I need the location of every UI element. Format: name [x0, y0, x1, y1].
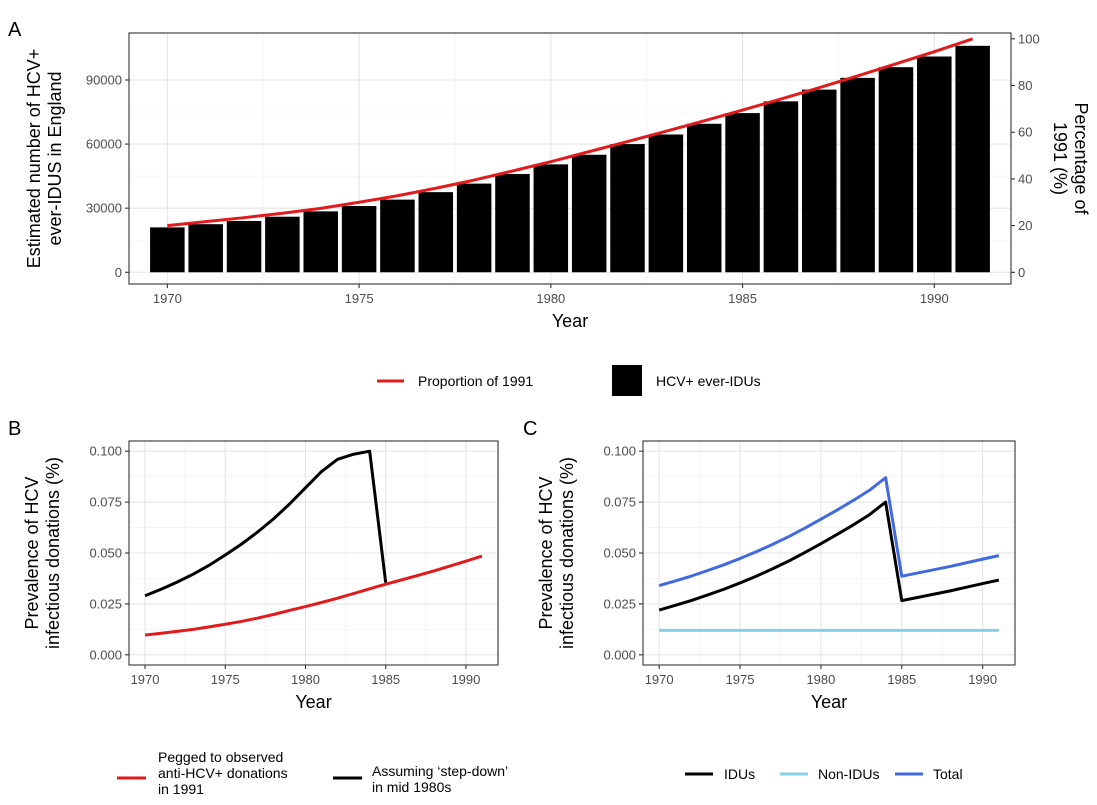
y-tick-label: 0.025 [89, 596, 122, 611]
legend-label-idus: IDUs [724, 766, 755, 782]
y-tick-label: 0.100 [603, 444, 636, 459]
y-tick-label: 90000 [86, 72, 122, 87]
bar-1984 [686, 123, 722, 273]
legend-label-line: in mid 1980s [372, 779, 451, 795]
y-tick-label: 60000 [86, 137, 122, 152]
legend-c: IDUs Non-IDUs Total [685, 766, 963, 782]
x-tick-label: 1985 [887, 672, 916, 687]
bar-1982 [610, 144, 645, 273]
panel-c-label: C [523, 418, 537, 440]
y-tick-label: 0.050 [89, 546, 122, 561]
y-axis-title: Prevalence of HCV infectious donations (%… [536, 457, 577, 649]
bar-1986 [763, 101, 799, 273]
y2-axis-title-line: Percentage of [1071, 102, 1091, 215]
bar-1988 [840, 77, 875, 273]
legend-key-hcv-ever-idus [612, 365, 642, 396]
legend-label-hcv-ever-idus: HCV+ ever-IDUs [656, 373, 761, 389]
panel-c: 1970 1975 1980 1985 1990 0.000 0.025 0.050 0.075… [536, 440, 1016, 712]
legend-label-proportion-of-1991: Proportion of 1991 [418, 373, 533, 389]
panel-b-label: B [8, 418, 21, 440]
bar-1991 [955, 45, 990, 273]
y-axis-title: Estimated number of HCV+ ever-IDUS in Eng… [24, 49, 65, 269]
series-line-pegged-to-observed-anti-hcv-donations-in-1991 [144, 554, 483, 637]
x-axis-title: Year [552, 311, 588, 331]
y-tick-label: 0 [115, 265, 122, 280]
bar-1977 [418, 192, 454, 273]
bar-1970 [150, 227, 185, 273]
panel-b: 1970 1975 1980 1985 1990 0.000 0.025 0.050 0.075… [22, 440, 499, 712]
panel-a-label: A [8, 19, 22, 41]
bar-1974 [303, 211, 338, 273]
x-tick-label: 1985 [371, 672, 400, 687]
y-axis-title-line: infectious donations (%) [43, 457, 63, 649]
x-tick-label: 1975 [726, 672, 755, 687]
x-tick-label: 1990 [451, 672, 480, 687]
y-axis-title: Prevalence of HCV infectious donations (%… [22, 457, 63, 649]
series-line-idus [658, 500, 1000, 612]
series-line-assuming-step-down-in-mid-1980s [144, 449, 388, 598]
bar-1981 [571, 154, 607, 273]
y2-tick-label: 0 [1018, 265, 1025, 280]
y2-tick-label: 20 [1018, 218, 1032, 233]
y-tick-label: 30000 [86, 201, 122, 216]
bar-1975 [341, 206, 377, 273]
y2-tick-label: 100 [1018, 31, 1040, 46]
legend-label-total: Total [933, 766, 963, 782]
bar-1985 [725, 113, 760, 273]
y-axis-title-line: Prevalence of HCV [536, 476, 556, 629]
x-tick-label: 1980 [806, 672, 835, 687]
legend-label-line: anti-HCV+ donations [158, 765, 288, 781]
y2-axis-title-line: 1991 (%) [1050, 122, 1070, 195]
x-tick-label: 1975 [345, 291, 374, 306]
y-tick-label: 0.000 [89, 647, 122, 662]
x-tick-label: 1970 [131, 672, 160, 687]
x-tick-label: 1970 [153, 291, 182, 306]
y-axis-title-line: Prevalence of HCV [22, 476, 42, 629]
bar-1979 [495, 173, 530, 273]
y2-tick-label: 60 [1018, 125, 1032, 140]
legend-label-line: Pegged to observed [158, 749, 283, 765]
series-line-proportion-of-1991 [167, 37, 974, 228]
panel-border [128, 32, 1012, 285]
x-tick-label: 1980 [536, 291, 565, 306]
bar-1972 [226, 220, 262, 273]
y-tick-label: 0.100 [89, 444, 122, 459]
y-tick-label: 0.050 [603, 546, 636, 561]
x-tick-label: 1985 [728, 291, 757, 306]
x-tick-label: 1970 [645, 672, 674, 687]
legend-label-line: in 1991 [158, 781, 204, 797]
x-tick-label: 1990 [920, 291, 949, 306]
y-tick-label: 0.000 [603, 647, 636, 662]
y-axis-title-line: Estimated number of HCV+ [24, 49, 44, 269]
x-axis-title: Year [811, 692, 847, 712]
x-tick-label: 1975 [211, 672, 240, 687]
bar-1990 [917, 56, 952, 273]
x-tick-label: 1990 [968, 672, 997, 687]
legend-label-line: Assuming ‘step-down’ [372, 763, 508, 779]
panel-a: 1970 1975 1980 1985 1990 0 30000 60000 90000 0 20 4… [24, 31, 1091, 331]
bar-1973 [265, 216, 300, 273]
y-tick-label: 0.025 [603, 596, 636, 611]
bar-1980 [533, 164, 569, 273]
series-line-total [658, 476, 1000, 588]
x-tick-label: 1980 [291, 672, 320, 687]
legend-a: Proportion of 1991 HCV+ ever-IDUs [377, 365, 761, 396]
bar-1983 [648, 134, 684, 273]
y2-tick-label: 80 [1018, 78, 1032, 93]
x-axis-title: Year [295, 692, 331, 712]
bar-1989 [878, 67, 914, 273]
legend-label-non-idus: Non-IDUs [818, 766, 879, 782]
y-tick-label: 0.075 [89, 495, 122, 510]
y-tick-label: 0.075 [603, 495, 636, 510]
bar-1987 [802, 89, 837, 273]
y2-tick-label: 40 [1018, 171, 1032, 186]
y-axis-title-line: ever-IDUS in England [45, 71, 65, 245]
y-axis-title-line: infectious donations (%) [557, 457, 577, 649]
bar-1978 [456, 183, 492, 273]
bar-1976 [380, 199, 415, 273]
bar-1971 [188, 224, 223, 273]
